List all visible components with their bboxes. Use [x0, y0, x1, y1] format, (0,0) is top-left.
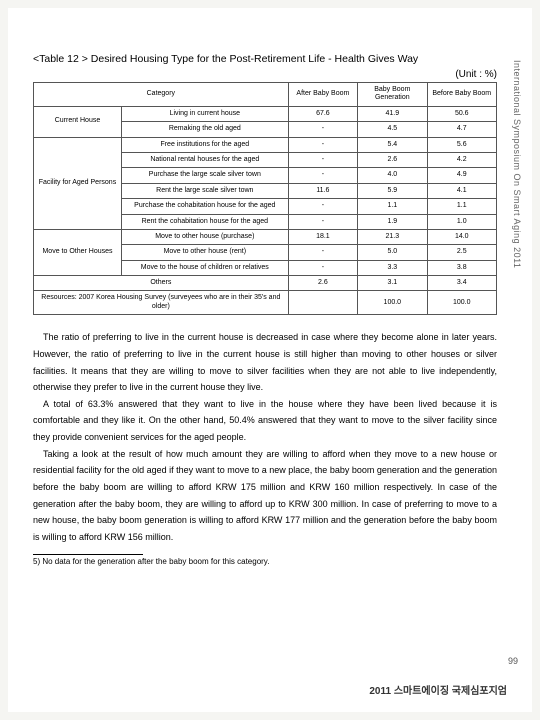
- row-label: Remaking the old aged: [121, 122, 288, 137]
- cell-value: 14.0: [427, 229, 496, 244]
- cell-value: -: [288, 122, 357, 137]
- row-group-label: Current House: [34, 106, 122, 137]
- cell-value: 2.6: [288, 276, 357, 291]
- cell-value: 1.9: [358, 214, 427, 229]
- cell-value: 100.0: [358, 291, 427, 315]
- row-label: Rent the large scale silver town: [121, 183, 288, 198]
- cell-value: 1.0: [427, 214, 496, 229]
- cell-value: -: [288, 245, 357, 260]
- paragraph: A total of 63.3% answered that they want…: [33, 396, 497, 446]
- row-label: Others: [34, 276, 289, 291]
- cell-value: 3.3: [358, 260, 427, 275]
- th-c1: After Baby Boom: [288, 83, 357, 107]
- unit-label: (Unit : %): [33, 69, 497, 80]
- page-number: 99: [508, 656, 518, 666]
- cell-value: 1.1: [427, 199, 496, 214]
- data-table: Category After Baby Boom Baby Boom Gener…: [33, 82, 497, 315]
- cell-value: 41.9: [358, 106, 427, 121]
- cell-value: 11.6: [288, 183, 357, 198]
- cell-value: -: [288, 260, 357, 275]
- cell-value: -: [288, 168, 357, 183]
- table-row: Resources: 2007 Korea Housing Survey (su…: [34, 291, 497, 315]
- cell-value: 2.6: [358, 152, 427, 167]
- cell-value: 4.5: [358, 122, 427, 137]
- spine-text: International Symposium On Smart Aging 2…: [512, 60, 522, 370]
- cell-value: 5.6: [427, 137, 496, 152]
- row-label: Move to other house (rent): [121, 245, 288, 260]
- cell-value: 21.3: [358, 229, 427, 244]
- cell-value: 4.1: [427, 183, 496, 198]
- table-row: Facility for Aged PersonsFree institutio…: [34, 137, 497, 152]
- cell-value: 4.9: [427, 168, 496, 183]
- paragraph: The ratio of preferring to live in the c…: [33, 329, 497, 396]
- cell-value: -: [288, 214, 357, 229]
- cell-value: 3.8: [427, 260, 496, 275]
- row-label: Rent the cohabitation house for the aged: [121, 214, 288, 229]
- row-label: Free institutions for the aged: [121, 137, 288, 152]
- table-row: Others2.63.13.4: [34, 276, 497, 291]
- cell-value: -: [288, 199, 357, 214]
- th-c2: Baby Boom Generation: [358, 83, 427, 107]
- cell-value: 4.7: [427, 122, 496, 137]
- cell-value: 18.1: [288, 229, 357, 244]
- th-c3: Before Baby Boom: [427, 83, 496, 107]
- cell-value: 4.2: [427, 152, 496, 167]
- row-label: Move to the house of children or relativ…: [121, 260, 288, 275]
- cell-value: 3.4: [427, 276, 496, 291]
- table-row: Move to Other HousesMove to other house …: [34, 229, 497, 244]
- row-label: Resources: 2007 Korea Housing Survey (su…: [34, 291, 289, 315]
- table-title: <Table 12 > Desired Housing Type for the…: [33, 53, 497, 65]
- table-row: Current HouseLiving in current house67.6…: [34, 106, 497, 121]
- cell-value: 5.4: [358, 137, 427, 152]
- cell-value: -: [288, 137, 357, 152]
- cell-value: 2.5: [427, 245, 496, 260]
- cell-value: 50.6: [427, 106, 496, 121]
- body-text: The ratio of preferring to live in the c…: [33, 329, 497, 545]
- footnote-text: 5) No data for the generation after the …: [33, 557, 269, 566]
- cell-value: 5.9: [358, 183, 427, 198]
- cell-value: 67.6: [288, 106, 357, 121]
- cell-value: 1.1: [358, 199, 427, 214]
- row-label: Living in current house: [121, 106, 288, 121]
- row-label: National rental houses for the aged: [121, 152, 288, 167]
- cell-value: 5.0: [358, 245, 427, 260]
- cell-value: [288, 291, 357, 315]
- cell-value: 4.0: [358, 168, 427, 183]
- cell-value: 100.0: [427, 291, 496, 315]
- cell-value: 3.1: [358, 276, 427, 291]
- row-group-label: Move to Other Houses: [34, 229, 122, 275]
- row-label: Purchase the cohabitation house for the …: [121, 199, 288, 214]
- footnote: 5) No data for the generation after the …: [33, 554, 497, 566]
- row-group-label: Facility for Aged Persons: [34, 137, 122, 229]
- row-label: Purchase the large scale silver town: [121, 168, 288, 183]
- paragraph: Taking a look at the result of how much …: [33, 446, 497, 546]
- row-label: Move to other house (purchase): [121, 229, 288, 244]
- cell-value: -: [288, 152, 357, 167]
- footer-title: 2011 스마트에이징 국제심포지엄: [369, 682, 507, 697]
- th-category: Category: [34, 83, 289, 107]
